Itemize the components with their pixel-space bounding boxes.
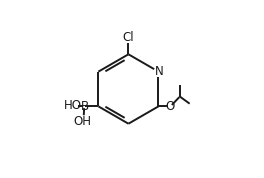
Text: N: N	[155, 65, 164, 78]
Text: B: B	[81, 100, 89, 113]
Text: O: O	[166, 100, 175, 113]
Text: HO: HO	[64, 100, 82, 112]
Text: Cl: Cl	[122, 31, 134, 44]
Text: OH: OH	[73, 115, 91, 128]
